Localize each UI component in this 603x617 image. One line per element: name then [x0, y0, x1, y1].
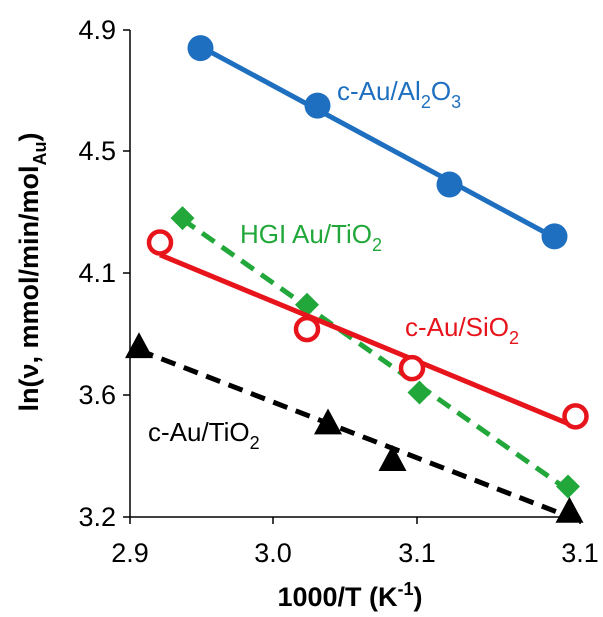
trend-line [138, 347, 571, 520]
series-label-2: c-Au/SiO2 [405, 312, 519, 348]
data-point [125, 332, 153, 359]
y-tick-label: 3.2 [78, 502, 116, 532]
y-tick-label: 3.6 [78, 380, 116, 410]
data-point [398, 354, 426, 382]
series-0 [187, 35, 568, 250]
data-point [555, 496, 584, 523]
series-3 [125, 332, 584, 523]
x-tick-label: 3.1 [561, 538, 599, 568]
trend-line [159, 252, 577, 429]
series-layer [125, 35, 589, 523]
data-point [378, 445, 407, 471]
data-point [314, 408, 342, 435]
series-1 [170, 206, 580, 499]
trend-line [181, 217, 570, 493]
data-point [556, 474, 580, 499]
data-point [541, 223, 568, 250]
y-tick-label: 4.1 [78, 258, 116, 288]
series-label-1: HGI Au/TiO2 [240, 219, 382, 255]
trend-line [199, 44, 556, 240]
data-point [293, 315, 321, 343]
x-tick-label: 2.9 [111, 538, 149, 568]
data-point [304, 92, 331, 119]
x-tick-label: 3.1 [398, 538, 436, 568]
series-2 [146, 229, 589, 430]
data-point [562, 403, 589, 430]
data-point [407, 380, 432, 405]
x-tick-label: 3.0 [254, 538, 292, 568]
series-labels: c-Au/Al2O3 HGI Au/TiO2 c-Au/SiO2 c-Au/TiO2 [148, 76, 519, 453]
y-tick-label: 4.9 [78, 15, 116, 45]
y-axis-title: ln(ν, mmol/min/molAu) [14, 132, 50, 411]
y-tick-label: 4.5 [78, 136, 116, 166]
x-axis-title: 1000/T (K-1) [277, 579, 422, 612]
data-point [436, 171, 463, 198]
data-point [146, 229, 174, 256]
data-point [187, 35, 214, 62]
axes: 3.2 3.6 4.1 4.5 4.9 2.9 3.0 3.1 3.1 [78, 15, 598, 568]
series-label-3: c-Au/TiO2 [148, 417, 260, 453]
data-point [170, 206, 195, 231]
series-label-0: c-Au/Al2O3 [337, 76, 461, 112]
